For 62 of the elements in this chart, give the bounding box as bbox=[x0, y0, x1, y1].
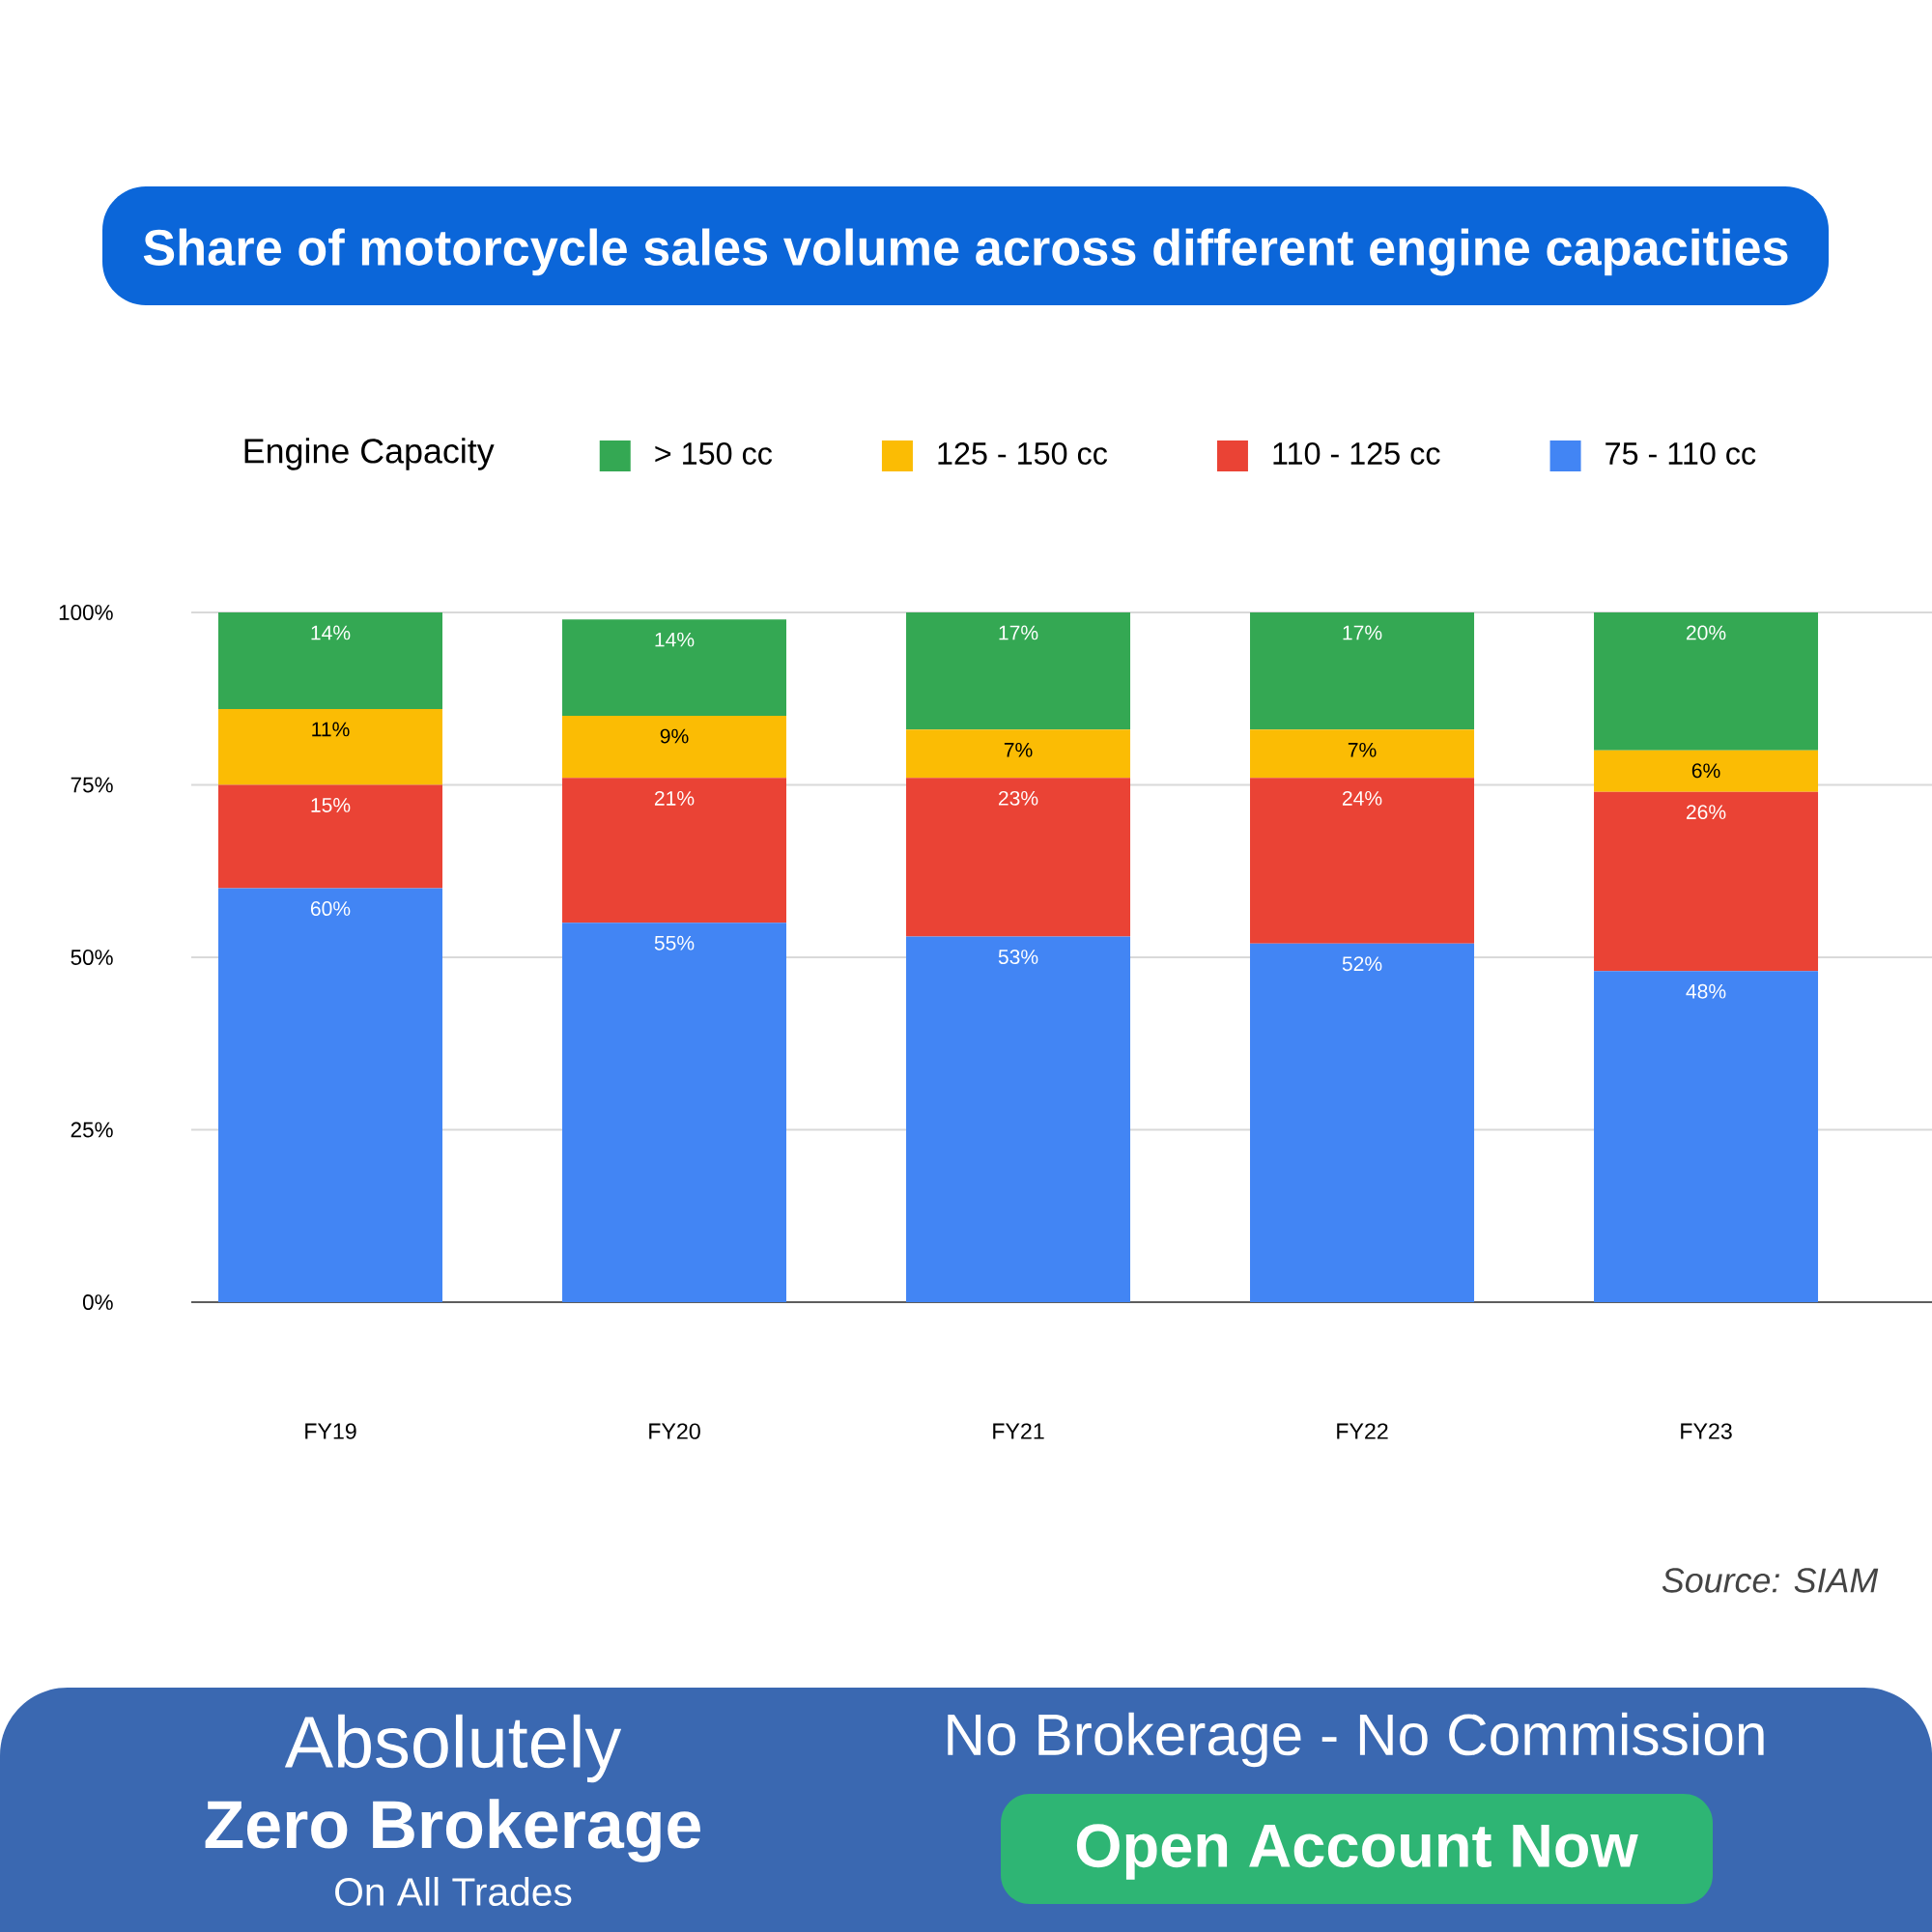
data-label: 26% bbox=[1686, 805, 1726, 820]
bar bbox=[906, 729, 1131, 779]
data-label: 17% bbox=[999, 625, 1038, 640]
bar bbox=[1250, 778, 1475, 944]
legend-label: > 150 cc bbox=[655, 442, 773, 465]
data-label: 48% bbox=[1686, 983, 1726, 999]
data-label: 7% bbox=[1004, 742, 1033, 757]
legend-label: 110 - 125 cc bbox=[1273, 442, 1440, 465]
data-label: 52% bbox=[1342, 956, 1382, 972]
y-tick-label: 75% bbox=[71, 777, 113, 793]
data-label: 53% bbox=[998, 950, 1038, 965]
bar bbox=[1594, 611, 1819, 751]
legend-label: 125 - 150 cc bbox=[938, 442, 1108, 465]
x-tick-label: FY23 bbox=[1681, 1423, 1732, 1439]
bar bbox=[218, 611, 442, 709]
text: No Brokerage - No Commission bbox=[948, 1712, 1764, 1768]
x-tick-label: FY20 bbox=[649, 1423, 700, 1439]
y-tick-label: 25% bbox=[71, 1122, 113, 1138]
bar bbox=[218, 784, 442, 889]
bar bbox=[906, 611, 1131, 730]
data-label: 24% bbox=[1342, 790, 1382, 806]
bar bbox=[906, 778, 1131, 937]
data-label: 17% bbox=[1343, 625, 1382, 640]
legend-title: Engine Capacity bbox=[244, 438, 495, 470]
data-label: 9% bbox=[660, 728, 689, 744]
source-note: Source: SIAM bbox=[1662, 1568, 1879, 1593]
text: On All Trades bbox=[335, 1877, 572, 1906]
bar bbox=[1594, 791, 1819, 972]
bar bbox=[218, 708, 442, 785]
data-label: 20% bbox=[1686, 625, 1726, 640]
bar bbox=[562, 619, 787, 717]
bar bbox=[1594, 971, 1819, 1302]
data-label: 21% bbox=[654, 790, 695, 806]
bar bbox=[562, 923, 787, 1302]
data-label: 6% bbox=[1691, 763, 1720, 779]
data-label: 60% bbox=[310, 901, 351, 917]
text: Open Account Now bbox=[1076, 1824, 1638, 1880]
data-label: 55% bbox=[654, 935, 695, 951]
y-tick-label: 0% bbox=[82, 1294, 113, 1310]
bar bbox=[562, 778, 787, 923]
x-tick-label: FY19 bbox=[305, 1423, 356, 1439]
x-tick-label: FY21 bbox=[993, 1423, 1044, 1439]
y-tick-label: 100% bbox=[59, 605, 113, 620]
x-tick-label: FY22 bbox=[1337, 1423, 1388, 1439]
bar bbox=[1250, 943, 1475, 1302]
legend-label: 75 - 110 cc bbox=[1605, 442, 1756, 465]
data-label: 14% bbox=[311, 625, 351, 640]
text: Absolutely bbox=[284, 1714, 622, 1783]
data-label: 7% bbox=[1348, 742, 1377, 757]
bar bbox=[1594, 750, 1819, 792]
data-label: 15% bbox=[311, 798, 351, 812]
bar bbox=[906, 936, 1131, 1302]
data-label: 11% bbox=[312, 722, 350, 737]
data-label: 14% bbox=[655, 632, 695, 647]
bar bbox=[1250, 729, 1475, 779]
bar bbox=[218, 888, 442, 1302]
y-tick-label: 50% bbox=[71, 950, 113, 965]
data-label: 23% bbox=[998, 790, 1038, 806]
chart-title: Share of motorcycle sales volume across different engine capacities bbox=[143, 228, 1788, 276]
bar bbox=[1250, 611, 1475, 730]
bar bbox=[562, 716, 787, 779]
text: Zero Brokerage bbox=[205, 1799, 700, 1862]
